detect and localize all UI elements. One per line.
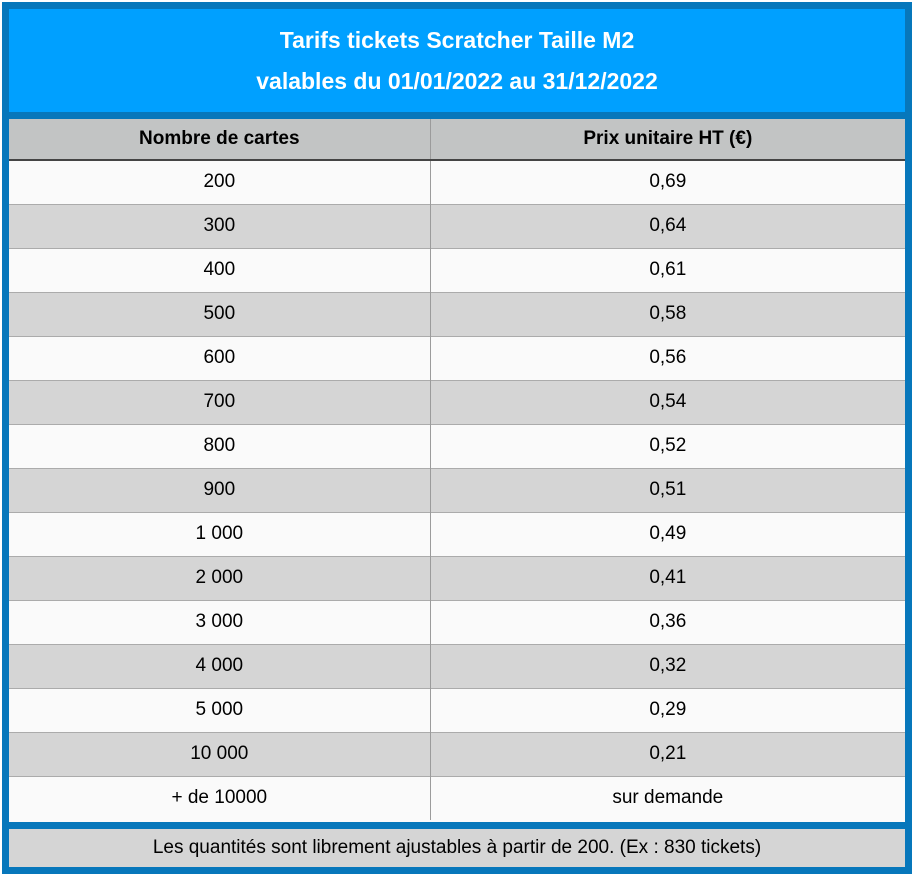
footer-note-band: Les quantités sont librement ajustables …	[9, 822, 905, 867]
price-cell: 0,56	[430, 335, 905, 380]
table-row: 200 0,69	[9, 160, 905, 204]
table-row: 700 0,54	[9, 379, 905, 424]
quantity-cell: 600	[9, 335, 431, 380]
table-row: 300 0,64	[9, 203, 905, 248]
price-table: Nombre de cartes Prix unitaire HT (€) 20…	[9, 119, 905, 820]
price-cell: 0,61	[430, 247, 905, 292]
price-cell: 0,36	[430, 599, 905, 644]
price-cell: 0,54	[430, 379, 905, 424]
table-row: 400 0,61	[9, 247, 905, 292]
table-row: 10 000 0,21	[9, 731, 905, 776]
column-header-row: Nombre de cartes Prix unitaire HT (€)	[9, 119, 905, 161]
title-line-2: valables du 01/01/2022 au 31/12/2022	[256, 68, 658, 94]
price-cell: 0,49	[430, 511, 905, 556]
quantity-cell: 10 000	[9, 731, 431, 776]
quantity-cell: + de 10000	[9, 775, 431, 820]
quantity-cell: 4 000	[9, 643, 431, 688]
table-row: 4 000 0,32	[9, 643, 905, 688]
quantity-cell: 400	[9, 247, 431, 292]
table-row: + de 10000 sur demande	[9, 775, 905, 820]
quantity-cell: 3 000	[9, 599, 431, 644]
price-table-body: 200 0,69 300 0,64 400 0,61 500 0,58 600 …	[9, 160, 905, 820]
quantity-cell: 500	[9, 291, 431, 336]
quantity-cell: 700	[9, 379, 431, 424]
table-row: 3 000 0,36	[9, 599, 905, 644]
quantity-cell: 1 000	[9, 511, 431, 556]
quantity-cell: 900	[9, 467, 431, 512]
table-row: 500 0,58	[9, 291, 905, 336]
title-line-1: Tarifs tickets Scratcher Taille M2	[279, 27, 635, 53]
price-cell: 0,21	[430, 731, 905, 776]
price-table-head: Nombre de cartes Prix unitaire HT (€)	[9, 119, 905, 161]
price-cell: 0,52	[430, 423, 905, 468]
column-header-unit-price: Prix unitaire HT (€)	[430, 119, 905, 161]
quantity-cell: 300	[9, 203, 431, 248]
price-cell: sur demande	[430, 775, 905, 820]
price-cell: 0,51	[430, 467, 905, 512]
price-cell: 0,58	[430, 291, 905, 336]
quantity-cell: 200	[9, 160, 431, 204]
price-cell: 0,32	[430, 643, 905, 688]
price-cell: 0,29	[430, 687, 905, 732]
table-row: 900 0,51	[9, 467, 905, 512]
footer-note-text: Les quantités sont librement ajustables …	[152, 837, 762, 858]
price-cell: 0,69	[430, 160, 905, 204]
table-title-band: Tarifs tickets Scratcher Taille M2 valab…	[9, 9, 905, 119]
table-row: 800 0,52	[9, 423, 905, 468]
table-row: 600 0,56	[9, 335, 905, 380]
quantity-cell: 2 000	[9, 555, 431, 600]
table-row: 1 000 0,49	[9, 511, 905, 556]
price-cell: 0,41	[430, 555, 905, 600]
table-row: 2 000 0,41	[9, 555, 905, 600]
table-row: 5 000 0,29	[9, 687, 905, 732]
price-cell: 0,64	[430, 203, 905, 248]
quantity-cell: 800	[9, 423, 431, 468]
column-header-quantity: Nombre de cartes	[9, 119, 431, 161]
quantity-cell: 5 000	[9, 687, 431, 732]
